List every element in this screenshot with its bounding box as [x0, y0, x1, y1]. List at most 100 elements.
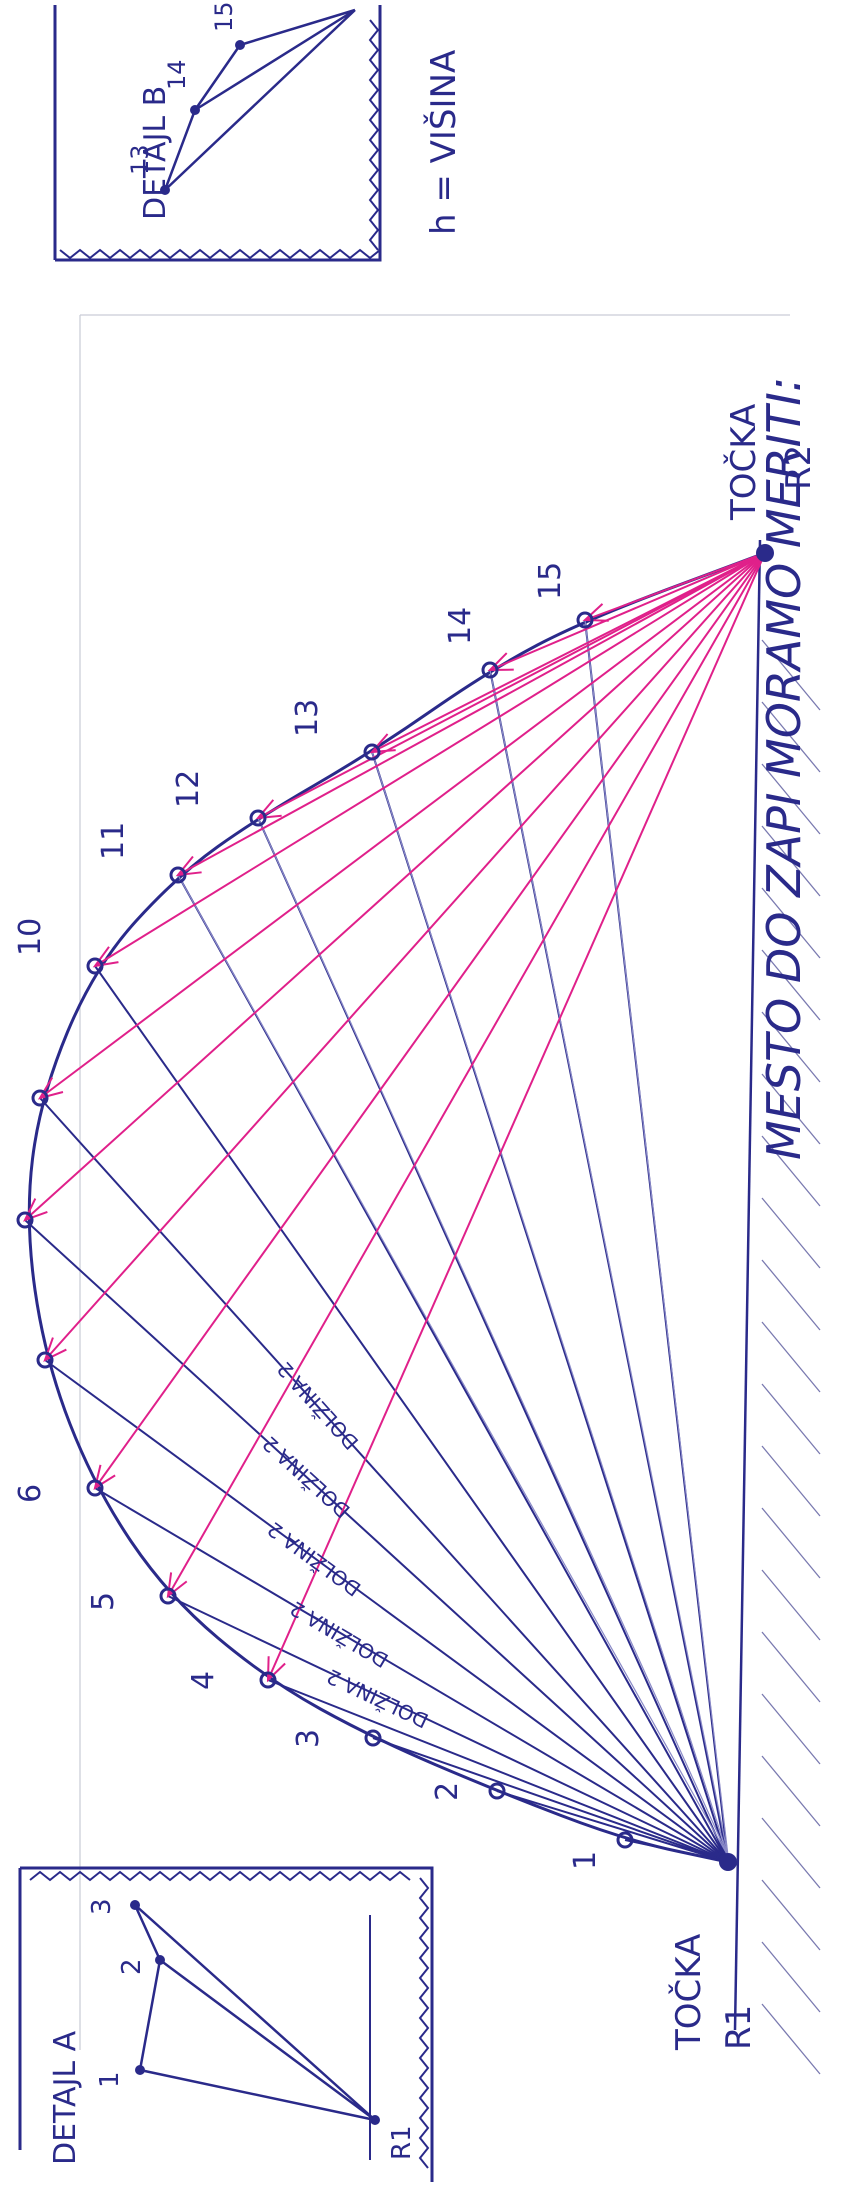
blue-line-r1-2 — [496, 1790, 729, 1863]
magenta-arrowhead — [37, 1077, 64, 1100]
ground-baseline — [733, 539, 762, 2031]
detail-a-zigzag — [29, 1870, 411, 1882]
hatch-stroke — [761, 825, 821, 897]
hatch-stroke — [761, 1383, 821, 1455]
detail-a-point-2 — [155, 1955, 165, 1965]
magenta-arrowhead — [255, 799, 282, 820]
point-label-15: 15 — [533, 562, 568, 600]
detail-a-point-1 — [135, 2065, 145, 2075]
detail-b-zigzag-right — [368, 19, 380, 251]
survey-point-15 — [576, 611, 594, 629]
magenta-line-r2-8 — [24, 552, 766, 1221]
hatch-stroke — [761, 1011, 821, 1083]
survey-point-2 — [488, 1782, 506, 1800]
point-label-12: 12 — [171, 770, 206, 808]
hatch-stroke — [761, 949, 821, 1021]
hatch-stroke — [761, 1569, 821, 1641]
blue-line-r1-6 — [94, 1487, 729, 1863]
point-label-4: 4 — [186, 1671, 221, 1690]
blue-line-r1-5 — [167, 1595, 729, 1863]
hatch-stroke — [761, 1197, 821, 1269]
survey-point-10 — [86, 957, 104, 975]
magenta-line-r2-9 — [39, 552, 766, 1099]
faint-return-line — [257, 817, 729, 1857]
survey-point-6 — [86, 1479, 104, 1497]
magenta-line-r2-7 — [44, 552, 766, 1361]
detail-b-title: DETAJL B — [138, 86, 173, 220]
hatch-stroke — [761, 1073, 821, 1145]
r2-label-bottom: R2 — [779, 445, 819, 490]
survey-point-8 — [16, 1211, 34, 1229]
hatch-stroke — [761, 1135, 821, 1207]
magenta-arrowhead — [582, 603, 609, 622]
magenta-arrowhead — [175, 855, 202, 877]
length-label-5: DOLŽINA 2 — [272, 1357, 363, 1455]
faint-return-line — [489, 669, 729, 1857]
magenta-arrowhead — [487, 652, 514, 672]
survey-point-14 — [481, 661, 499, 679]
survey-point-4 — [259, 1671, 277, 1689]
magenta-line-r2-6 — [94, 552, 766, 1489]
detail-a-point-r1 — [370, 2115, 380, 2125]
survey-point-12 — [249, 809, 267, 827]
magenta-line-r2-14 — [489, 552, 766, 671]
point-label-6: 6 — [13, 1484, 48, 1503]
point-label-3: 3 — [291, 1729, 326, 1748]
survey-point-3 — [364, 1729, 382, 1747]
point-labels: 123456789101112131415 — [13, 562, 603, 1870]
magenta-arrowhead — [92, 946, 119, 968]
point-label-13: 13 — [290, 699, 325, 737]
survey-point-7 — [36, 1351, 54, 1369]
hatch-stroke — [761, 1631, 821, 1703]
hatch-stroke — [761, 639, 821, 711]
magenta-line-r2-12 — [257, 552, 766, 819]
point-label-10: 10 — [13, 918, 48, 956]
detail-b-label-15: 15 — [210, 1, 238, 32]
header-text: MESTO DO ZAPI MORAMO MERITI: — [757, 377, 811, 1160]
survey-points — [16, 544, 774, 1871]
survey-point-9 — [31, 1089, 49, 1107]
blue-line-r1-1 — [624, 1839, 729, 1863]
detail-b-label-14: 14 — [163, 59, 191, 90]
hatch-stroke — [761, 701, 821, 773]
r1-label-bottom: R1 — [719, 2005, 759, 2050]
length-label-2: DOLŽINA 2 — [286, 1596, 393, 1672]
detail-b-box: DETAJL B 13 14 15 — [53, 1, 382, 262]
faint-return-line — [177, 874, 729, 1857]
blue-line-r1-4 — [267, 1679, 729, 1863]
faint-return-line — [371, 751, 729, 1857]
hatch-stroke — [761, 1693, 821, 1765]
detail-b-frame — [53, 5, 382, 262]
point-label-1: 1 — [568, 1851, 603, 1870]
detail-b-label-13: 13 — [126, 144, 154, 175]
magenta-sightlines — [23, 552, 766, 1683]
detail-a-zigzag-right — [418, 1877, 430, 2169]
detail-a-label-1: 1 — [95, 2071, 125, 2088]
magenta-line-r2-11 — [177, 552, 766, 876]
hatch-stroke — [761, 1445, 821, 1517]
survey-point-5 — [159, 1587, 177, 1605]
hatch-stroke — [761, 1941, 821, 2013]
magenta-line-r2-4 — [267, 552, 766, 1681]
magenta-arrowhead — [266, 1656, 286, 1683]
faint-background-marks — [79, 314, 790, 2050]
detail-a-label-r1: R1 — [387, 2125, 417, 2160]
magenta-arrowhead — [23, 1198, 48, 1222]
detail-a-title: DETAJL A — [48, 2030, 83, 2165]
blue-line-r1-9 — [39, 1097, 729, 1863]
survey-point-1 — [616, 1831, 634, 1849]
detail-a-label-3: 3 — [87, 1898, 117, 1915]
detail-b-lines — [163, 8, 356, 191]
magenta-line-r2-15 — [584, 552, 766, 621]
hatch-stroke — [761, 1259, 821, 1331]
survey-point-11 — [169, 866, 187, 884]
ground-line — [733, 539, 762, 2031]
hatch-stroke — [761, 1817, 821, 1889]
magenta-line-r2-10 — [94, 552, 766, 967]
detail-b-point-15 — [235, 40, 245, 50]
blue-line-r1-3 — [372, 1737, 729, 1863]
hatch-stroke — [761, 2003, 821, 2075]
survey-point-13 — [363, 743, 381, 761]
